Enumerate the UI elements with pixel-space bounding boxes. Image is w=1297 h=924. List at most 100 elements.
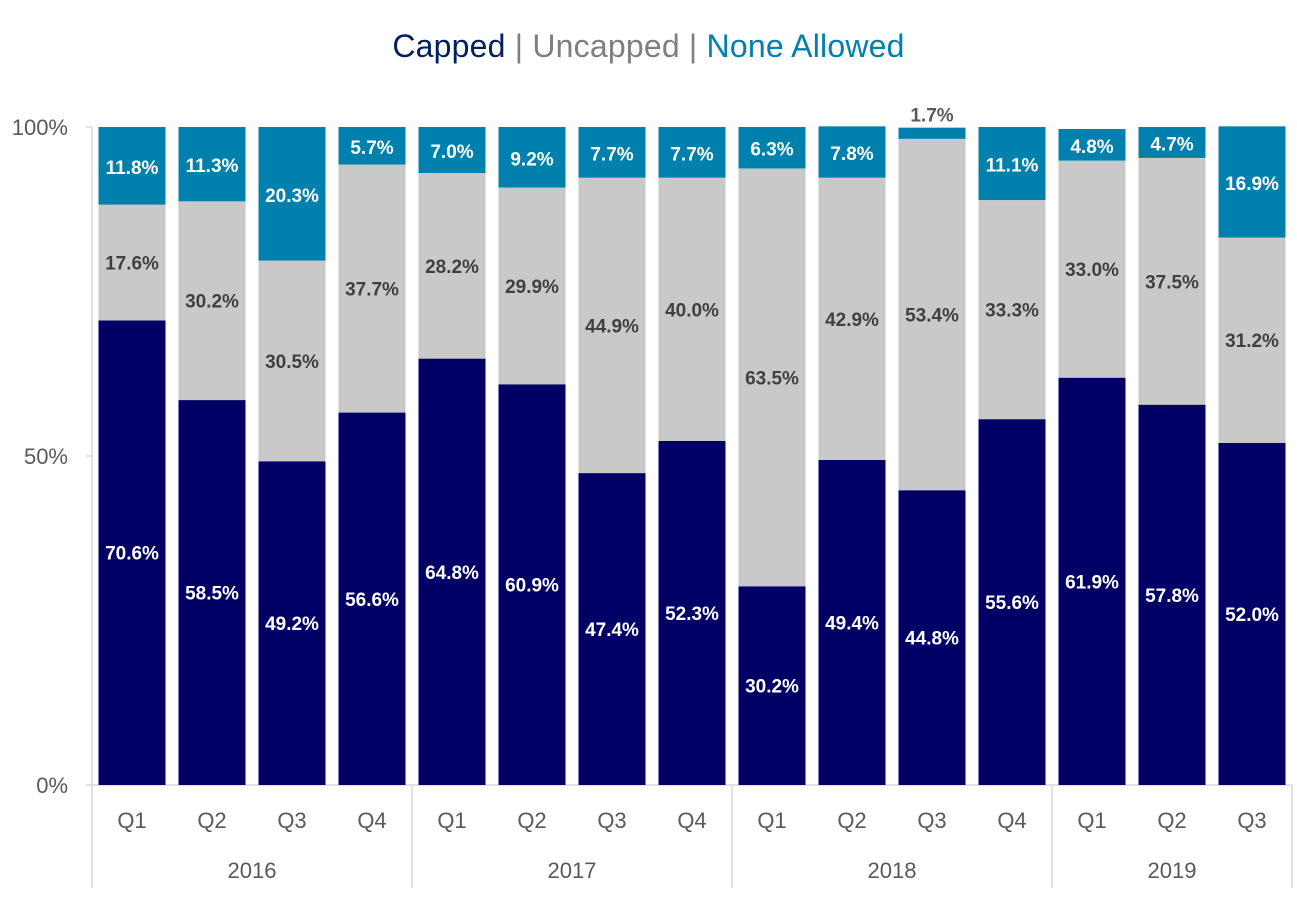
- data-label: 49.2%: [265, 614, 319, 635]
- data-label: 47.4%: [585, 620, 639, 641]
- x-tick-label: Q1: [117, 808, 146, 833]
- x-tick-label: Q4: [357, 808, 386, 833]
- bar-segment-capped: [898, 490, 966, 785]
- bar-segment-none-allowed: [1058, 128, 1126, 161]
- bar-segment-none-allowed: [898, 127, 966, 139]
- x-tick-label: Q4: [997, 808, 1026, 833]
- x-tick-label: Q2: [517, 808, 546, 833]
- data-label: 30.2%: [185, 292, 239, 313]
- data-label: 55.6%: [985, 593, 1039, 614]
- bar-segment-none-allowed: [1218, 126, 1286, 238]
- y-tick-label: 0%: [36, 773, 68, 798]
- group-label: 2016: [228, 858, 277, 883]
- data-label: 4.7%: [1150, 134, 1193, 155]
- data-label: 58.5%: [185, 584, 239, 605]
- data-label: 7.7%: [670, 144, 713, 165]
- data-label: 56.6%: [345, 590, 399, 611]
- bar-segment-none-allowed: [178, 127, 246, 202]
- bar-segment-capped: [98, 320, 166, 785]
- x-tick-label: Q1: [757, 808, 786, 833]
- data-label: 7.8%: [830, 144, 873, 165]
- bar-segment-none-allowed: [658, 127, 726, 178]
- x-tick-label: Q2: [837, 808, 866, 833]
- bar-segment-none-allowed: [978, 127, 1046, 201]
- data-label: 17.6%: [105, 254, 159, 275]
- data-label: 64.8%: [425, 563, 479, 584]
- bar-segment-uncapped: [818, 177, 886, 460]
- data-label: 60.9%: [505, 576, 559, 597]
- data-label: 1.7%: [910, 106, 953, 127]
- y-tick-label: 100%: [12, 115, 68, 140]
- bar-segment-uncapped: [98, 204, 166, 321]
- data-label: 70.6%: [105, 544, 159, 565]
- data-label: 53.4%: [905, 306, 959, 327]
- bar-segment-capped: [818, 459, 886, 785]
- data-label: 49.4%: [825, 613, 879, 634]
- legend-separator: |: [679, 28, 707, 64]
- group-label: 2017: [548, 858, 597, 883]
- bar-segment-none-allowed: [418, 127, 486, 174]
- x-tick-label: Q2: [197, 808, 226, 833]
- group-label: 2018: [868, 858, 917, 883]
- data-label: 29.9%: [505, 277, 559, 298]
- data-label: 61.9%: [1065, 572, 1119, 593]
- bar-segment-uncapped: [258, 260, 326, 462]
- legend-separator: |: [505, 28, 533, 64]
- bar-segment-none-allowed: [498, 127, 566, 188]
- x-tick-label: Q1: [437, 808, 466, 833]
- x-tick-label: Q3: [597, 808, 626, 833]
- bar-segment-capped: [978, 419, 1046, 785]
- bar-segment-uncapped: [178, 201, 246, 401]
- data-label: 7.0%: [430, 142, 473, 163]
- data-label: 37.7%: [345, 280, 399, 301]
- data-label: 5.7%: [350, 138, 393, 159]
- data-label: 4.8%: [1070, 137, 1113, 158]
- bar-segment-uncapped: [978, 200, 1046, 420]
- data-label: 7.7%: [590, 144, 633, 165]
- data-label: 63.5%: [745, 368, 799, 389]
- bar-segment-uncapped: [578, 177, 646, 474]
- data-label: 52.0%: [1225, 605, 1279, 626]
- bar-segment-capped: [1058, 377, 1126, 785]
- bar-segment-capped: [338, 412, 406, 785]
- bar-segment-capped: [1138, 404, 1206, 785]
- legend-none-allowed: None Allowed: [706, 28, 905, 64]
- data-label: 11.1%: [986, 156, 1039, 177]
- data-label: 44.8%: [905, 629, 959, 650]
- data-label: 30.2%: [745, 677, 799, 698]
- x-tick-label: Q3: [917, 808, 946, 833]
- bar-segment-uncapped: [658, 177, 726, 441]
- bar-segment-uncapped: [1218, 237, 1286, 443]
- bar-segment-none-allowed: [338, 127, 406, 165]
- legend-capped: Capped: [392, 28, 506, 64]
- data-label: 33.3%: [985, 301, 1039, 322]
- data-label: 30.5%: [265, 352, 319, 373]
- bar-segment-capped: [738, 586, 806, 785]
- bar-segment-none-allowed: [1138, 127, 1206, 158]
- bar-segment-uncapped: [498, 187, 566, 385]
- bar-segment-none-allowed: [738, 127, 806, 169]
- bar-segment-none-allowed: [258, 127, 326, 261]
- bar-segment-uncapped: [418, 173, 486, 359]
- data-label: 31.2%: [1225, 331, 1279, 352]
- bar-segment-capped: [658, 440, 726, 785]
- legend-uncapped: Uncapped: [532, 28, 680, 64]
- data-label: 37.5%: [1145, 272, 1199, 293]
- bar-segment-uncapped: [1058, 160, 1126, 378]
- bar-segment-none-allowed: [578, 127, 646, 178]
- data-label: 52.3%: [665, 604, 719, 625]
- data-label: 11.8%: [106, 158, 159, 179]
- bar-segment-uncapped: [898, 138, 966, 491]
- data-label: 33.0%: [1065, 260, 1119, 281]
- group-label: 2019: [1148, 858, 1197, 883]
- x-tick-label: Q3: [1237, 808, 1266, 833]
- y-tick-label: 50%: [24, 444, 68, 469]
- x-tick-label: Q2: [1157, 808, 1186, 833]
- data-label: 16.9%: [1225, 174, 1279, 195]
- bar-segment-capped: [258, 461, 326, 785]
- bar-segment-capped: [418, 358, 486, 785]
- data-label: 42.9%: [825, 310, 879, 331]
- data-label: 20.3%: [265, 186, 319, 207]
- bar-segment-uncapped: [1138, 157, 1206, 405]
